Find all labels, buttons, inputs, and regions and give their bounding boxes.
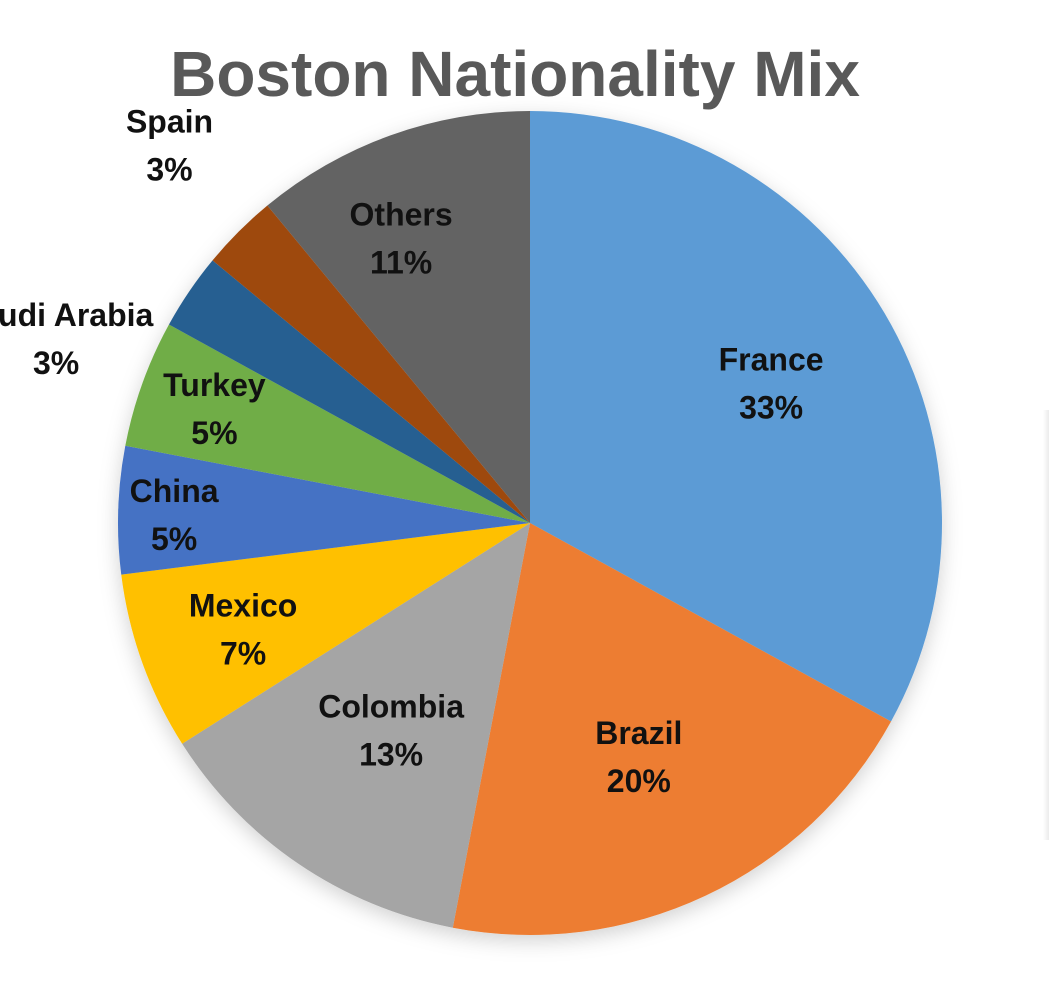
label-category-colombia: Colombia xyxy=(318,689,464,725)
chart-title: Boston Nationality Mix xyxy=(170,38,860,110)
slice-spain xyxy=(212,205,531,524)
label-category-turkey: Turkey xyxy=(163,367,266,403)
label-percent-china: 5% xyxy=(151,521,197,557)
label-category-spain: Spain xyxy=(126,104,213,140)
label-category-china: China xyxy=(130,473,219,509)
label-percent-saudi-arabia: 3% xyxy=(33,345,79,381)
label-percent-brazil: 20% xyxy=(607,763,671,799)
label-percent-spain: 3% xyxy=(146,152,192,188)
data-label-china: China 5% xyxy=(130,473,219,557)
label-category-mexico: Mexico xyxy=(189,587,297,623)
slice-colombia xyxy=(182,523,530,928)
data-label-spain: Spain 3% xyxy=(126,104,213,188)
slice-saudi-arabia xyxy=(168,260,530,523)
slice-mexico xyxy=(121,523,530,744)
label-category-others: Others xyxy=(350,197,453,233)
pie-data-labels: France 33% Brazil 20% Colombia 13% Mexico 7% Chi… xyxy=(0,104,824,800)
data-label-brazil: Brazil 20% xyxy=(595,715,682,799)
label-percent-mexico: 7% xyxy=(220,635,266,671)
pie-slices xyxy=(118,111,943,935)
label-percent-others: 11% xyxy=(370,245,432,281)
data-label-colombia: Colombia 13% xyxy=(318,689,464,773)
data-label-france: France 33% xyxy=(719,341,824,425)
label-percent-france: 33% xyxy=(739,389,803,425)
slice-turkey xyxy=(125,324,531,523)
data-label-saudi-arabia: Saudi Arabia 3% xyxy=(0,297,154,381)
label-percent-turkey: 5% xyxy=(191,415,237,451)
label-category-brazil: Brazil xyxy=(595,715,682,751)
slice-france xyxy=(530,111,943,722)
label-percent-colombia: 13% xyxy=(359,737,423,773)
label-category-saudi-arabia: Saudi Arabia xyxy=(0,297,154,333)
data-label-mexico: Mexico 7% xyxy=(189,587,297,671)
label-category-france: France xyxy=(719,341,824,377)
slice-china xyxy=(118,445,530,575)
decorative-shadow xyxy=(1043,410,1049,840)
data-label-turkey: Turkey 5% xyxy=(163,367,266,451)
data-label-others: Others 11% xyxy=(350,197,453,281)
slice-brazil xyxy=(452,523,892,935)
slice-others xyxy=(267,111,530,523)
